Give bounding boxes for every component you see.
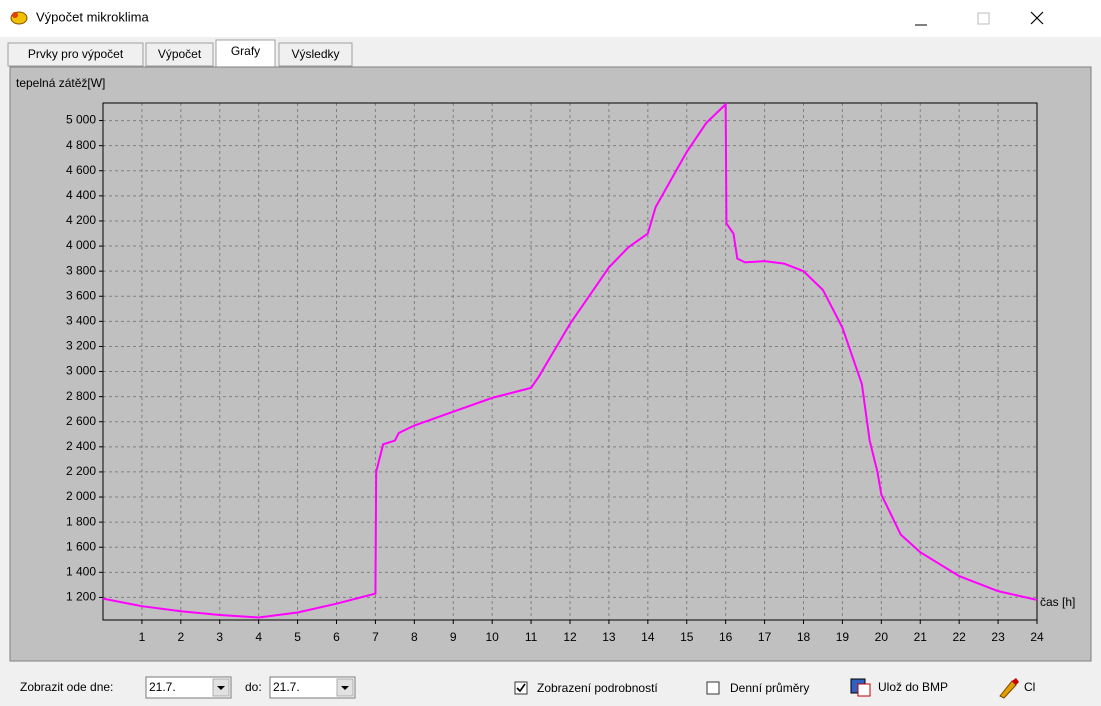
y-tick-label: 1 600 [66, 539, 96, 553]
details-label: Zobrazení podrobností [537, 681, 658, 695]
y-axis-label: tepelná zátěž[W] [16, 76, 105, 90]
x-tick-label: 12 [563, 630, 577, 644]
tab-label: Výsledky [291, 47, 339, 61]
to-value: 21.7. [273, 680, 300, 694]
x-tick-label: 9 [450, 630, 457, 644]
from-value: 21.7. [149, 680, 176, 694]
x-tick-label: 8 [411, 630, 418, 644]
tab[interactable] [215, 39, 276, 68]
maximize-button[interactable] [977, 12, 990, 25]
x-tick-label: 15 [680, 630, 694, 644]
x-tick-label: 23 [991, 630, 1005, 644]
from-label: Zobrazit ode dne: [20, 680, 113, 694]
close-button[interactable] [1030, 11, 1044, 25]
tab-label: Grafy [231, 44, 260, 58]
to-combo[interactable] [269, 676, 356, 699]
tab-bar: Prvky pro výpočet Výpočet Grafy Výsledky [7, 39, 353, 68]
y-tick-label: 4 600 [66, 163, 96, 177]
x-tick-label: 1 [139, 630, 146, 644]
x-tick-label: 10 [485, 630, 499, 644]
y-tick-label: 4 800 [66, 138, 96, 152]
title-bar [0, 0, 1101, 37]
x-tick-label: 21 [914, 630, 928, 644]
x-tick-label: 17 [758, 630, 772, 644]
y-tick-label: 1 200 [66, 590, 96, 604]
y-tick-label: 4 400 [66, 188, 96, 202]
y-tick-label: 3 800 [66, 263, 96, 277]
window-title: Výpočet mikroklima [36, 9, 149, 24]
tab-label: Výpočet [158, 47, 202, 61]
dropdown-arrow [217, 686, 225, 690]
series-line [102, 101, 1038, 619]
x-tick-label: 14 [641, 630, 655, 644]
y-tick-label: 3 600 [66, 288, 96, 302]
y-tick-label: 1 400 [66, 564, 96, 578]
x-tick-label: 20 [875, 630, 889, 644]
x-tick-label: 6 [333, 630, 340, 644]
y-tick-label: 2 800 [66, 389, 96, 403]
clear-button[interactable]: Cl [999, 678, 1035, 699]
to-label: do: [245, 680, 262, 694]
x-tick-label: 16 [719, 630, 733, 644]
clear-label: Cl [1024, 680, 1035, 694]
x-tick-label: 4 [255, 630, 262, 644]
x-tick-label: 24 [1030, 630, 1044, 644]
tab[interactable] [145, 42, 214, 67]
daily-checkbox[interactable] [706, 681, 720, 695]
y-tick-label: 3 200 [66, 339, 96, 353]
x-tick-label: 18 [797, 630, 811, 644]
y-tick-label: 3 000 [66, 364, 96, 378]
clear-icon [1012, 678, 1019, 685]
controls: Zobrazit ode dne: 21.7. do: 21.7. Zobraz… [20, 676, 1035, 699]
y-tick-label: 4 000 [66, 238, 96, 252]
y-tick-label: 3 400 [66, 314, 96, 328]
daily-label: Denní průměry [730, 681, 809, 695]
y-tick-label: 1 800 [66, 514, 96, 528]
details-checkbox[interactable] [514, 681, 528, 695]
x-tick-label: 2 [177, 630, 184, 644]
from-combo[interactable] [145, 676, 232, 699]
save-label: Ulož do BMP [878, 680, 948, 694]
y-tick-label: 2 400 [66, 439, 96, 453]
check-mark [516, 683, 526, 693]
y-tick-label: 4 200 [66, 213, 96, 227]
y-tick-label: 2 600 [66, 414, 96, 428]
app-icon [10, 11, 28, 25]
save-button[interactable]: Ulož do BMP [850, 678, 948, 697]
y-tick-label: 2 200 [66, 464, 96, 478]
x-tick-label: 22 [952, 630, 966, 644]
x-tick-label: 3 [216, 630, 223, 644]
x-tick-label: 13 [602, 630, 616, 644]
plot: 1 200 1 400 1 600 1 800 2 000 2 200 2 400 2 600… [66, 101, 1044, 644]
x-tick-label: 11 [525, 630, 538, 644]
tab[interactable] [278, 42, 353, 67]
y-tick-label: 2 000 [66, 489, 96, 503]
plot-border [102, 102, 1038, 621]
tab-label: Prvky pro výpočet [28, 47, 124, 61]
save-icon [857, 683, 871, 697]
x-axis-label: čas [h] [1040, 595, 1075, 609]
x-tick-label: 19 [836, 630, 850, 644]
x-tick-label: 5 [294, 630, 301, 644]
dropdown-arrow [341, 686, 349, 690]
x-tick-label: 7 [372, 630, 379, 644]
tab[interactable] [7, 42, 144, 67]
y-tick-label: 5 000 [66, 113, 96, 127]
